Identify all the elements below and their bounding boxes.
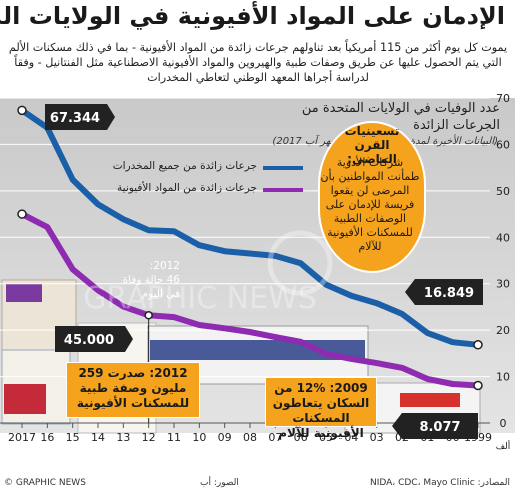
x-tick-2003: 03 <box>370 431 384 444</box>
page-title: الإدمان على المواد الأفيونية في الولايات… <box>0 2 505 30</box>
y-tick-50: 50 <box>496 185 510 198</box>
sources: المصادر: NIDA، CDC، Mayo Clinic <box>369 478 510 488</box>
point-all-2017 <box>17 105 27 116</box>
y-tick-70: 70 <box>496 92 510 105</box>
callout-2012-prescriptions: 2012: صدرت 259 مليون وصفة طبية للمسكنات … <box>66 362 200 418</box>
x-tick-2016: 16 <box>40 431 54 444</box>
label-opioid-2017: 45.000 <box>55 326 133 352</box>
value-all-2017: 67.344 <box>50 111 100 126</box>
label-all-2017: 67.344 <box>45 104 115 130</box>
watermark-logo <box>267 230 333 296</box>
y-tick-30: 30 <box>496 278 510 291</box>
value-all-1999: 16.849 <box>424 286 474 301</box>
pill-box-red-label <box>400 393 460 407</box>
note-2012-deaths: 46 حالة وفاة <box>122 274 180 286</box>
label-all-1999: 16.849 <box>405 279 483 305</box>
value-opioid-1999: 8.077 <box>419 420 460 435</box>
y-tick-40: 40 <box>496 231 510 244</box>
credit: © GRAPHIC NEWS <box>4 478 86 488</box>
series-line-all-drugs <box>19 107 481 348</box>
nineties-badge-text: شركات الأدوية طمأنت المواطنين بأن المرضى… <box>320 156 420 253</box>
chart-subtitle: (البيانات الأخيرة لمدة 12 شهرا انتهاءً ب… <box>272 136 498 147</box>
x-tick-2008: 08 <box>243 431 257 444</box>
x-tick-2010: 10 <box>192 431 206 444</box>
intro-text: يموت كل يوم أكثر من 115 أمريكياً بعد تنا… <box>8 41 508 84</box>
x-tick-2004: 04 <box>344 431 358 444</box>
x-tick-2009: 09 <box>218 431 232 444</box>
x-tick-2017: 2017 <box>8 431 36 444</box>
x-tick-2013: 13 <box>116 431 130 444</box>
fentanyl-box-label <box>6 284 42 302</box>
x-tick-2006: 06 <box>294 431 308 444</box>
point-opioid-1999 <box>473 380 483 391</box>
x-tick-2011: 11 <box>167 431 181 444</box>
note-2012-year: 2012: <box>149 260 180 272</box>
y-tick-60: 60 <box>496 138 510 151</box>
label-opioid-1999: 8.077 <box>392 413 478 439</box>
point-opioid-2017 <box>17 209 27 219</box>
nineties-badge-title: تسعينيات القرن الماضي: <box>344 124 400 166</box>
pictures-credit: الصور: أب <box>200 478 239 488</box>
legend-label-opioid: جرعات زائدة من المواد الأفيونية <box>117 182 257 194</box>
note-2012-per-day: في اليوم <box>141 288 180 300</box>
x-tick-2015: 15 <box>66 431 80 444</box>
x-tick-2007: 07 <box>268 431 282 444</box>
value-opioid-2017: 45.000 <box>64 333 114 348</box>
y-tick-20: 20 <box>496 324 510 337</box>
y-unit-label: ألف <box>496 440 511 452</box>
legend-swatch-all <box>263 166 303 170</box>
chart-title: عدد الوفيات في الولايات المتحدة من الجرع… <box>301 101 500 133</box>
x-tick-2012: 12 <box>142 431 156 444</box>
vial-red-label <box>4 384 46 414</box>
legend-label-all: جرعات زائدة من جميع المخدرات <box>112 160 257 172</box>
y-tick-0: 0 <box>500 417 507 430</box>
x-tick-2014: 14 <box>91 431 105 444</box>
y-tick-10: 10 <box>496 371 510 384</box>
watermark-text: GRAPHIC NEWS <box>83 281 316 316</box>
x-tick-2005: 05 <box>319 431 333 444</box>
nineties-badge <box>318 121 426 273</box>
series-line-opioids <box>19 211 481 389</box>
point-opioid-2012 <box>144 311 153 320</box>
callout-2009-users: 2009: 12% من السكان يتعاطون المسكنات الأ… <box>265 377 377 440</box>
point-all-1999 <box>473 340 483 350</box>
legend-swatch-opioid <box>263 188 303 192</box>
